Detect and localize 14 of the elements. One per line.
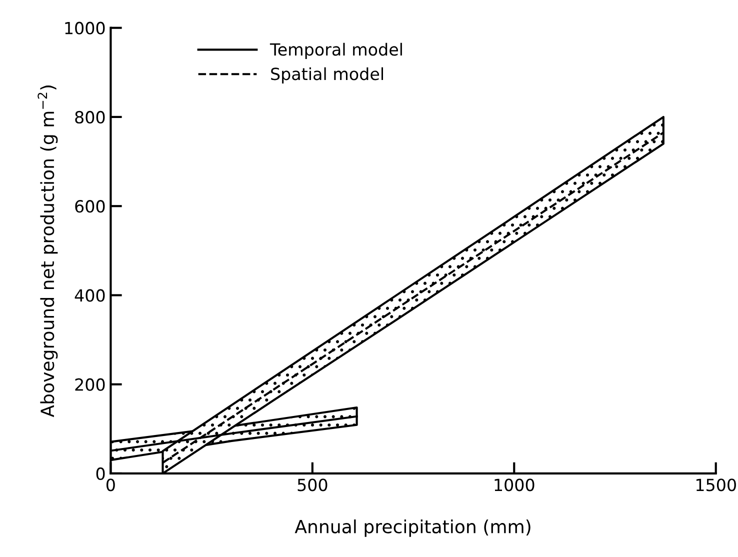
y-tick-label: 400 xyxy=(74,289,105,302)
y-tick-label: 200 xyxy=(75,378,105,391)
y-tick-label: 1000 xyxy=(65,22,105,34)
x-axis-title: Annual precipitation (mm) xyxy=(294,519,530,537)
y-tick-label: 0 xyxy=(96,467,105,480)
x-tick-label: 1500 xyxy=(696,478,736,492)
x-tick-label: 1000 xyxy=(494,478,534,492)
legend-label: Spatial model xyxy=(271,67,383,84)
y-axis-title: Aboveground net production (g m$^{−2}$) xyxy=(38,86,58,418)
x-tick-label: 500 xyxy=(298,478,328,492)
y-tick-label: 600 xyxy=(75,200,105,213)
y-tick-label: 800 xyxy=(75,110,105,124)
legend-label: Temporal model xyxy=(270,42,402,59)
x-tick-label: 0 xyxy=(106,478,115,492)
